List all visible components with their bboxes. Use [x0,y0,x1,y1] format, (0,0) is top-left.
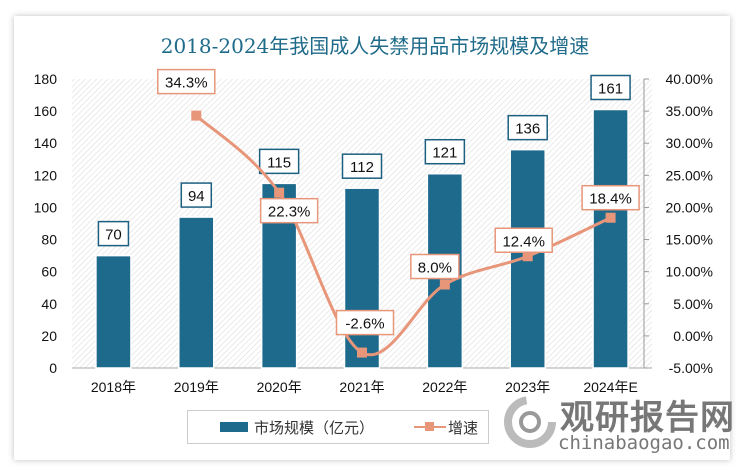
growth-data-label: 22.3% [268,204,311,221]
growth-marker [191,110,202,121]
growth-marker [439,279,450,290]
bar-data-label: 121 [432,145,457,162]
x-tick-label: 2018年 [91,379,136,395]
left-tick-label: 100 [34,199,58,215]
right-tick-label: 35.00% [666,103,713,119]
growth-label-box [494,227,553,254]
right-tick-label: 10.00% [666,264,713,280]
legend-line-label: 增速 [448,418,479,437]
right-tick-label: 5.00% [673,296,713,312]
left-tick-label: 20 [41,328,57,344]
bar-label-box [341,153,383,179]
left-tick-label: 40 [41,296,57,312]
left-tick-label: 120 [34,167,58,183]
legend-line-swatch [414,422,447,431]
right-tick-label: 20.00% [666,199,713,215]
bar-label-box [424,138,466,165]
watermark-logo-icon [504,396,556,448]
growth-data-label: 18.4% [589,191,632,208]
left-tick-label: 140 [34,135,58,151]
growth-label-box [335,309,395,336]
growth-label-box [259,197,319,224]
x-tick-label: 2020年 [257,379,302,395]
x-tick-label: 2024年E [583,379,637,395]
growth-label-box [157,68,216,95]
bar-label-box [180,182,213,208]
bar-data-label: 94 [188,188,205,205]
bar [95,254,132,369]
left-tick-label: 0 [49,360,57,376]
legend-bar-swatch [220,422,248,432]
growth-marker [522,251,533,262]
bar-data-label: 70 [105,227,122,244]
right-tick-label: -5.00% [669,360,713,376]
left-tick-label: 180 [34,71,58,87]
bar-data-label: 136 [515,121,540,138]
left-tick-label: 60 [41,264,57,280]
x-tick-label: 2022年 [422,379,467,395]
growth-data-label: -2.6% [345,316,384,333]
bar-label-box [507,114,548,141]
right-tick-label: 25.00% [666,167,713,183]
watermark-url: chinabaogao.com [558,432,730,454]
legend-bar-label: 市场规模（亿元） [254,418,375,437]
chart-title: 2018-2024年我国成人失禁用品市场规模及增速 [160,34,590,58]
right-tick-label: 0.00% [673,328,713,344]
bar-data-label: 112 [350,159,374,176]
growth-data-label: 12.4% [502,233,545,250]
x-tick-label: 2023年 [505,379,550,395]
x-tick-label: 2019年 [174,379,219,395]
legend: 市场规模（亿元） 增速 [187,410,489,444]
bar-data-label: 161 [598,81,623,98]
bar-label-box [258,148,300,175]
bar-label-box [590,74,631,101]
growth-marker [274,187,285,198]
left-tick-label: 80 [41,232,57,248]
x-tick-label: 2021年 [339,379,384,395]
bar [178,216,215,369]
right-tick-label: 40.00% [666,71,713,87]
growth-marker [357,347,367,358]
growth-label-box [581,184,640,211]
bar [592,108,629,369]
bar-label-box [97,220,130,247]
growth-data-label: 34.3% [165,75,208,92]
bar [343,187,381,369]
left-tick-label: 160 [34,103,58,119]
bar-data-label: 115 [267,154,291,171]
right-tick-label: 15.00% [666,232,713,248]
growth-marker [605,212,616,223]
right-tick-label: 30.00% [666,135,713,151]
growth-data-label: 8.0% [418,260,452,277]
watermark-name: 观研报告网 [560,398,735,438]
growth-label-box [410,253,460,280]
